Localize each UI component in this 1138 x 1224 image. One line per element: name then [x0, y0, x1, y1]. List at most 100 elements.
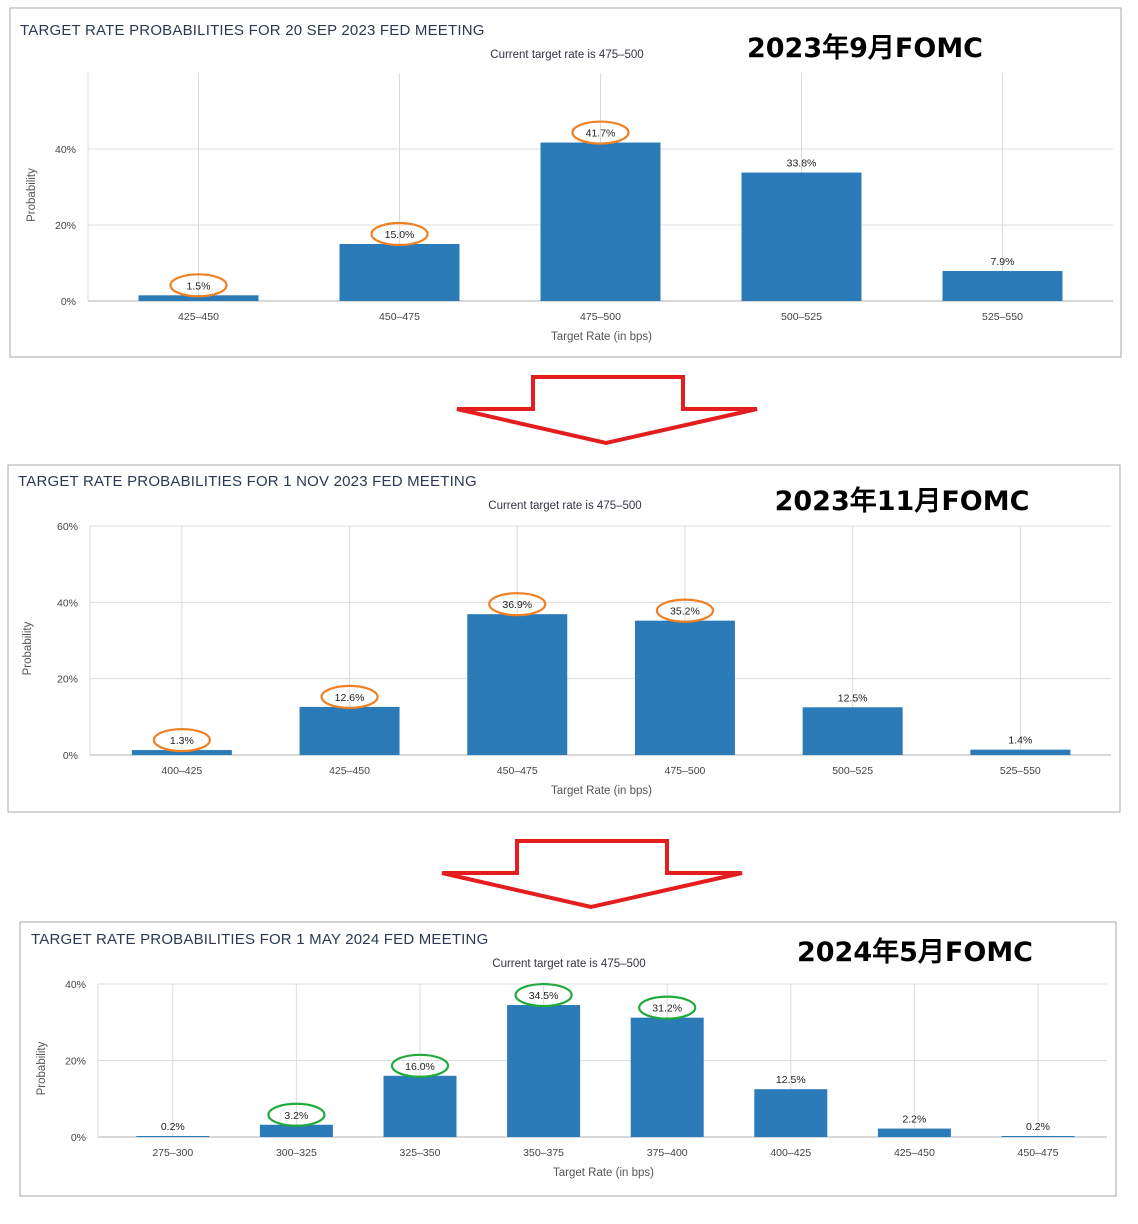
bar-525–550 — [942, 270, 1063, 301]
data-label: 2.2% — [902, 1114, 926, 1126]
highlight-circle — [320, 684, 379, 710]
chart-title: TARGET RATE PROBABILITIES FOR 20 SEP 202… — [20, 22, 485, 39]
x-tick-label: 400–425 — [161, 765, 202, 777]
y-tick-label: 40% — [65, 979, 86, 991]
x-tick-label: 425–450 — [894, 1147, 935, 1159]
x-tick-label: 425–450 — [329, 765, 370, 777]
current-rate-subtitle: Current target rate is 475–500 — [488, 500, 641, 512]
chart-panel-1: TARGET RATE PROBABILITIES FOR 20 SEP 202… — [9, 7, 1122, 358]
x-tick-label: 300–325 — [276, 1147, 317, 1159]
bar-475–500 — [634, 620, 735, 755]
x-tick-label: 500–525 — [832, 765, 873, 777]
data-label: 16.0% — [405, 1061, 435, 1073]
data-label: 1.3% — [170, 735, 194, 747]
x-tick-label: 400–425 — [770, 1147, 811, 1159]
y-tick-label: 0% — [71, 1132, 86, 1144]
data-label: 0.2% — [161, 1121, 185, 1133]
x-tick-label: 425–450 — [178, 311, 219, 323]
data-label: 12.5% — [776, 1074, 806, 1086]
y-axis-label: Probability — [36, 1041, 48, 1095]
down-arrow-icon — [456, 375, 758, 446]
highlight-circle — [169, 273, 228, 298]
meeting-annotation: 2023年9月FOMC — [747, 32, 983, 64]
highlight-circle — [488, 592, 547, 617]
x-axis-label: Target Rate (in bps) — [551, 785, 652, 797]
bar-425–450 — [299, 706, 400, 755]
x-tick-label: 450–475 — [379, 311, 420, 323]
highlight-circle — [390, 1053, 450, 1078]
down-arrow-icon — [441, 839, 743, 910]
x-tick-label: 325–350 — [400, 1147, 441, 1159]
highlight-circle — [267, 1102, 326, 1127]
bar-400–425 — [131, 750, 232, 755]
data-label: 7.9% — [991, 256, 1015, 268]
x-tick-label: 450–475 — [1018, 1147, 1059, 1159]
y-tick-label: 60% — [57, 521, 78, 533]
x-tick-label: 450–475 — [497, 765, 538, 777]
bar-425–450 — [138, 295, 259, 301]
chart-panel-3: TARGET RATE PROBABILITIES FOR 1 MAY 2024… — [19, 921, 1117, 1197]
bar-500–525 — [802, 707, 903, 755]
bar-375–400 — [630, 1017, 704, 1137]
x-tick-label: 500–525 — [781, 311, 822, 323]
data-label: 41.7% — [586, 128, 616, 140]
data-label: 12.5% — [838, 692, 868, 704]
highlight-circle — [655, 598, 715, 623]
data-label: 31.2% — [652, 1003, 682, 1015]
chart-title: TARGET RATE PROBABILITIES FOR 1 NOV 2023… — [18, 473, 477, 490]
highlight-circle — [571, 120, 630, 145]
bar-350–375 — [507, 1005, 581, 1137]
bar-475–500 — [540, 142, 661, 301]
meeting-annotation: 2024年5月FOMC — [797, 936, 1033, 968]
x-tick-label: 475–500 — [665, 765, 706, 777]
y-tick-label: 20% — [65, 1056, 86, 1068]
x-tick-label: 525–550 — [1000, 765, 1041, 777]
bar-425–450 — [877, 1128, 951, 1137]
y-tick-label: 0% — [61, 296, 76, 308]
y-tick-label: 20% — [55, 220, 76, 232]
data-label: 33.8% — [787, 158, 817, 170]
data-label: 35.2% — [670, 606, 700, 618]
x-tick-label: 475–500 — [580, 311, 621, 323]
current-rate-subtitle: Current target rate is 475–500 — [492, 958, 645, 970]
data-label: 3.2% — [284, 1110, 308, 1122]
y-axis-label: Probability — [22, 621, 34, 675]
bar-275–300 — [136, 1136, 210, 1137]
x-tick-label: 375–400 — [647, 1147, 688, 1159]
x-tick-label: 275–300 — [152, 1147, 193, 1159]
highlight-circle — [638, 995, 697, 1020]
y-tick-label: 0% — [63, 750, 78, 762]
current-rate-subtitle: Current target rate is 475–500 — [490, 49, 643, 61]
x-axis-label: Target Rate (in bps) — [551, 331, 652, 343]
bar-400–425 — [754, 1089, 828, 1137]
bar-325–350 — [383, 1075, 457, 1137]
bar-450–475 — [467, 614, 568, 755]
data-label: 1.5% — [187, 280, 211, 292]
data-label: 12.6% — [335, 692, 365, 704]
highlight-circle — [152, 727, 211, 753]
x-tick-label: 525–550 — [982, 311, 1023, 323]
y-tick-label: 20% — [57, 674, 78, 686]
bar-450–475 — [339, 244, 460, 301]
meeting-annotation: 2023年11月FOMC — [775, 485, 1030, 517]
highlight-circle — [370, 221, 429, 247]
chart-title: TARGET RATE PROBABILITIES FOR 1 MAY 2024… — [31, 931, 488, 948]
data-label: 36.9% — [502, 599, 532, 611]
transition-arrows — [441, 375, 758, 910]
y-tick-label: 40% — [55, 144, 76, 156]
bar-525–550 — [970, 749, 1071, 755]
bar-450–475 — [1001, 1136, 1075, 1137]
highlight-circle — [514, 982, 573, 1008]
data-label: 15.0% — [385, 229, 415, 241]
bar-300–325 — [259, 1124, 333, 1137]
y-tick-label: 40% — [57, 597, 78, 609]
y-axis-label: Probability — [26, 168, 38, 222]
data-label: 1.4% — [1008, 735, 1032, 747]
x-tick-label: 350–375 — [523, 1147, 564, 1159]
chart-panel-2: TARGET RATE PROBABILITIES FOR 1 NOV 2023… — [7, 464, 1121, 813]
data-label: 34.5% — [529, 990, 559, 1002]
chart-panels: TARGET RATE PROBABILITIES FOR 20 SEP 202… — [7, 7, 1122, 1197]
x-axis-label: Target Rate (in bps) — [553, 1167, 654, 1179]
data-label: 0.2% — [1026, 1121, 1050, 1133]
